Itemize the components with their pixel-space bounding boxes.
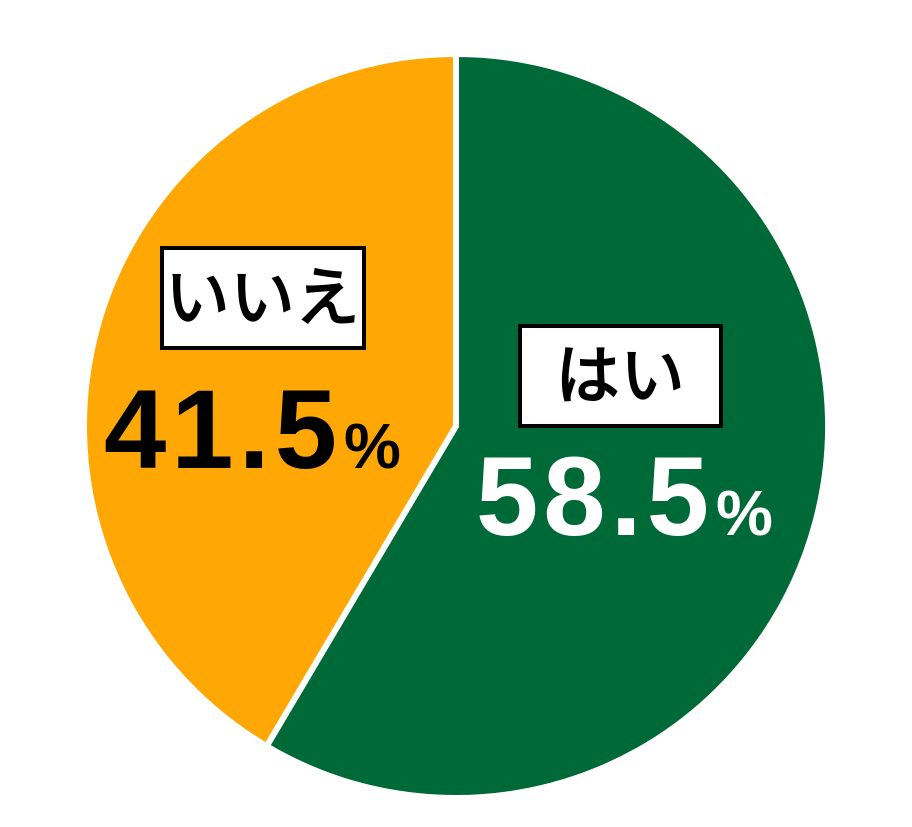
label-yes-text: はい — [555, 340, 686, 412]
value-yes-unit: % — [715, 477, 773, 549]
label-box-yes: はい — [518, 324, 723, 428]
value-no-unit: % — [343, 410, 401, 482]
value-yes-number: 58.5 — [476, 434, 714, 559]
label-box-no: いいえ — [160, 246, 366, 350]
pie-slice-no — [81, 50, 459, 751]
label-no-text: いいえ — [165, 262, 361, 334]
value-yes: 58.5 % — [476, 441, 773, 553]
value-no: 41.5 % — [104, 374, 401, 486]
value-no-number: 41.5 — [104, 367, 342, 492]
